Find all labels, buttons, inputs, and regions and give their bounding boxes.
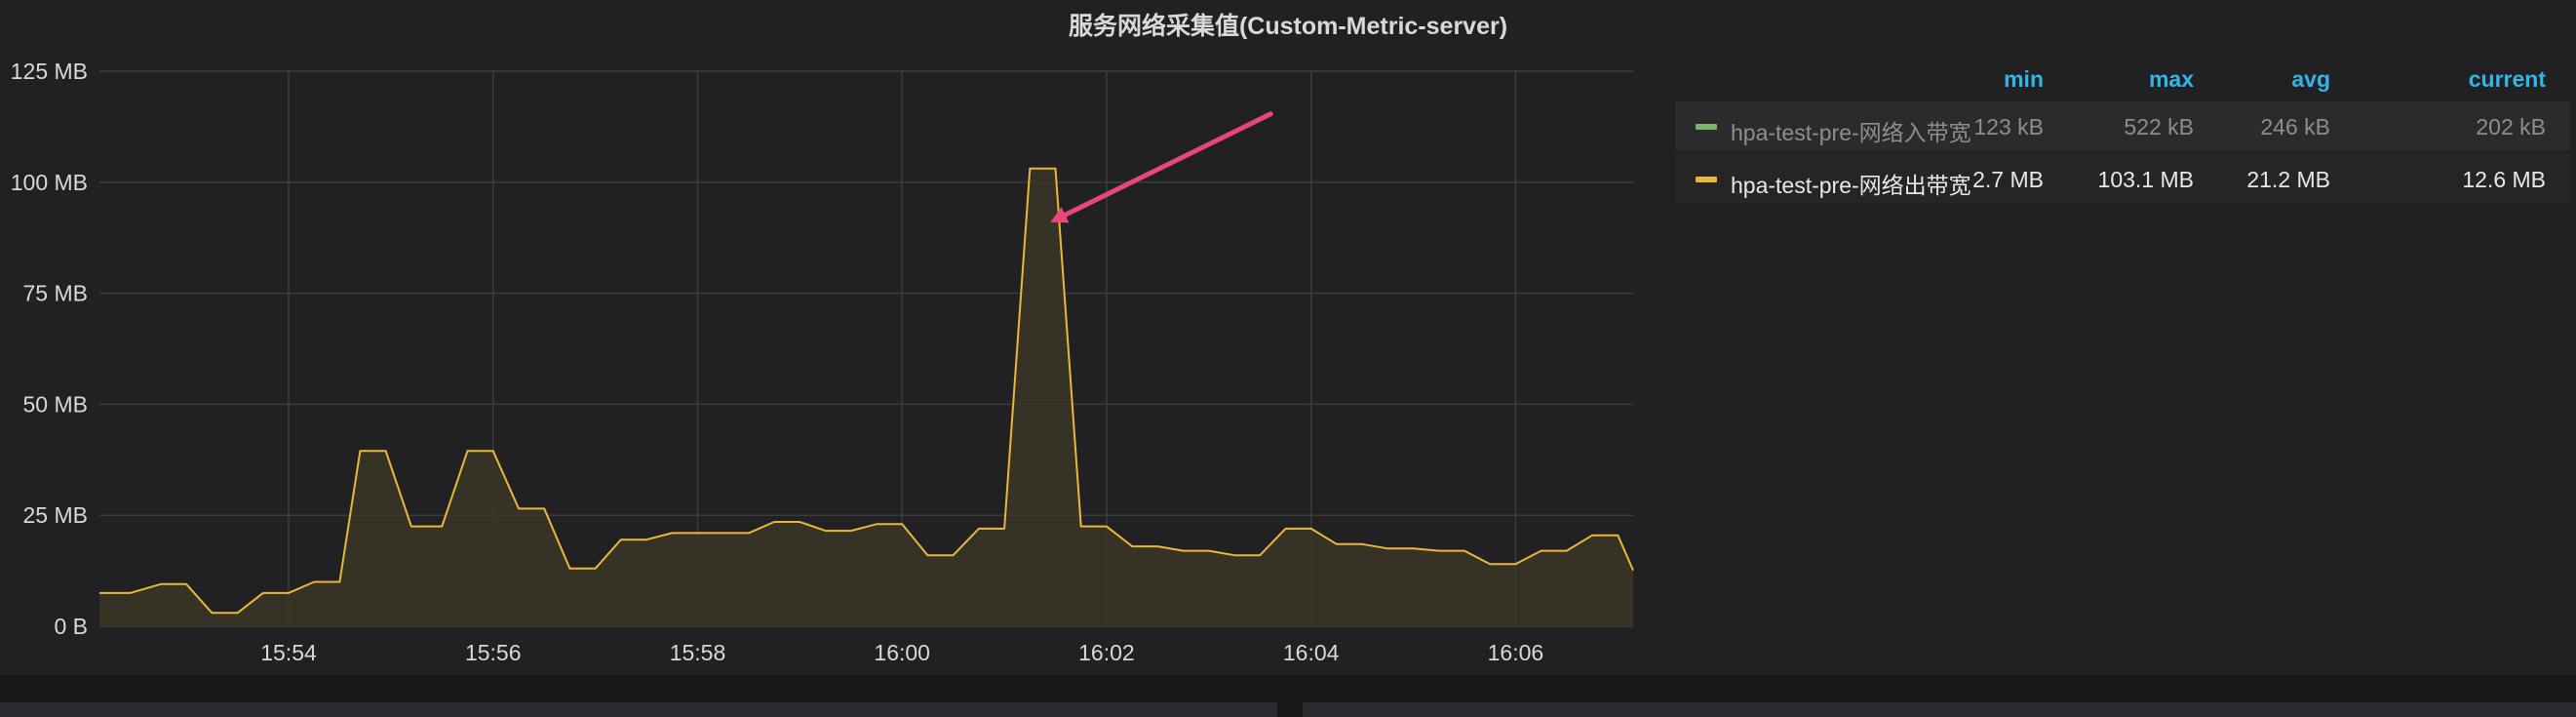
legend-header-max[interactable]: max (2148, 66, 2194, 92)
x-tick-label: 16:00 (874, 640, 930, 665)
y-tick-label: 25 MB (23, 502, 88, 528)
y-tick-label: 50 MB (23, 391, 88, 417)
legend-value-max: 522 kB (2124, 114, 2194, 139)
legend-swatch-icon[interactable] (1696, 177, 1717, 182)
x-tick-label: 15:54 (260, 640, 317, 665)
series-area-fill (99, 168, 1633, 626)
legend-value-avg: 21.2 MB (2246, 167, 2330, 192)
next-panel-row (0, 675, 2576, 717)
legend-value-min: 123 kB (1973, 114, 2044, 139)
legend-series-name[interactable]: hpa-test-pre-网络出带宽 (1731, 173, 1971, 198)
legend-table: min max avg current hpa-test-pre-网络入带宽 1… (1675, 60, 2570, 207)
x-tick-label: 15:56 (465, 640, 522, 665)
y-tick-label: 75 MB (23, 281, 88, 306)
legend-series-name[interactable]: hpa-test-pre-网络入带宽 (1731, 120, 1971, 145)
x-tick-label: 16:04 (1283, 640, 1340, 665)
legend-value-current: 202 kB (2476, 114, 2546, 139)
annotation-arrow-shaft (1063, 111, 1273, 218)
graph-panel: 服务网络采集值(Custom-Metric-server) 0 B 25 MB 50… (10, 13, 2570, 665)
legend-header-avg[interactable]: avg (2291, 66, 2330, 92)
y-tick-label: 0 B (54, 614, 88, 639)
legend-value-min: 2.7 MB (1972, 167, 2044, 192)
panel-title[interactable]: 服务网络采集值(Custom-Metric-server) (1068, 13, 1508, 40)
x-tick-label: 16:06 (1488, 640, 1544, 665)
next-panel-right (1303, 702, 2576, 717)
series-line[interactable] (99, 167, 1634, 615)
next-panel-left (0, 702, 1277, 717)
y-tick-label: 125 MB (11, 59, 88, 84)
legend-header: min max avg current (1675, 60, 2570, 101)
chart-plot: 0 B 25 MB 50 MB 75 MB 100 MB 125 MB 15:54 15:56… (11, 59, 1634, 665)
legend-value-max: 103.1 MB (2097, 167, 2194, 192)
legend-row-inbound[interactable]: hpa-test-pre-网络入带宽 123 kB 522 kB 246 kB … (1675, 101, 2570, 150)
legend-header-min[interactable]: min (2004, 66, 2044, 92)
x-tick-label: 15:58 (670, 640, 726, 665)
legend-header-current[interactable]: current (2468, 66, 2546, 92)
y-tick-label: 100 MB (11, 170, 88, 195)
x-tick-label: 16:02 (1078, 640, 1135, 665)
legend-swatch-icon[interactable] (1696, 124, 1717, 130)
legend-value-avg: 246 kB (2260, 114, 2330, 139)
annotation-arrow-head (1050, 207, 1070, 223)
legend-value-current: 12.6 MB (2462, 167, 2546, 192)
legend-row-outbound[interactable]: hpa-test-pre-网络出带宽 2.7 MB 103.1 MB 21.2 … (1675, 154, 2570, 203)
